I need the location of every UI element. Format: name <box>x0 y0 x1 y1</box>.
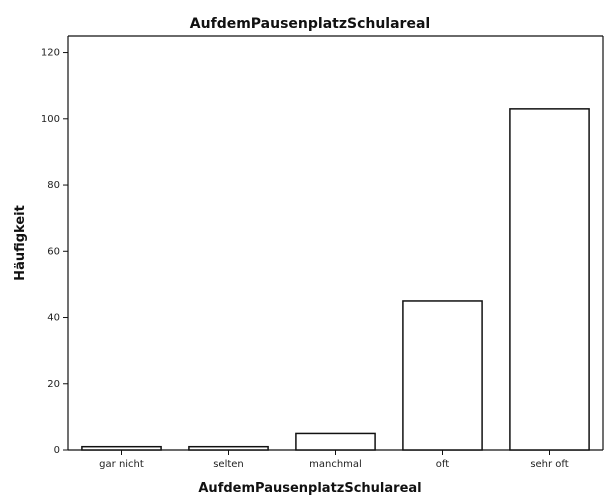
y-tick-label: 80 <box>47 180 60 191</box>
x-axis-title: AufdemPausenplatzSchulareal <box>198 481 421 496</box>
y-tick-label: 40 <box>47 313 60 324</box>
x-tick-label: gar nicht <box>99 459 144 470</box>
x-tick-label: sehr oft <box>530 459 568 470</box>
bar-1 <box>188 445 269 451</box>
y-tick-label: 100 <box>41 114 60 125</box>
y-axis: 0 20 40 60 80 100 120 <box>41 48 68 456</box>
y-axis-title: Häufigkeit <box>13 205 28 281</box>
bar-2 <box>295 432 376 451</box>
y-tick-label: 0 <box>54 445 60 456</box>
bar-3 <box>402 300 483 451</box>
x-tick-label: selten <box>213 459 244 470</box>
bar-0 <box>81 445 162 451</box>
y-tick-label: 20 <box>47 379 60 390</box>
bars <box>81 108 590 451</box>
y-tick-label: 60 <box>47 246 60 257</box>
x-tick-label: oft <box>436 459 449 470</box>
bar-4 <box>509 108 590 451</box>
chart-title: AufdemPausenplatzSchulareal <box>190 16 430 32</box>
y-tick-label: 120 <box>41 48 60 59</box>
x-tick-label: manchmal <box>309 459 362 470</box>
x-axis: gar nicht selten manchmal oft sehr oft <box>99 450 569 470</box>
